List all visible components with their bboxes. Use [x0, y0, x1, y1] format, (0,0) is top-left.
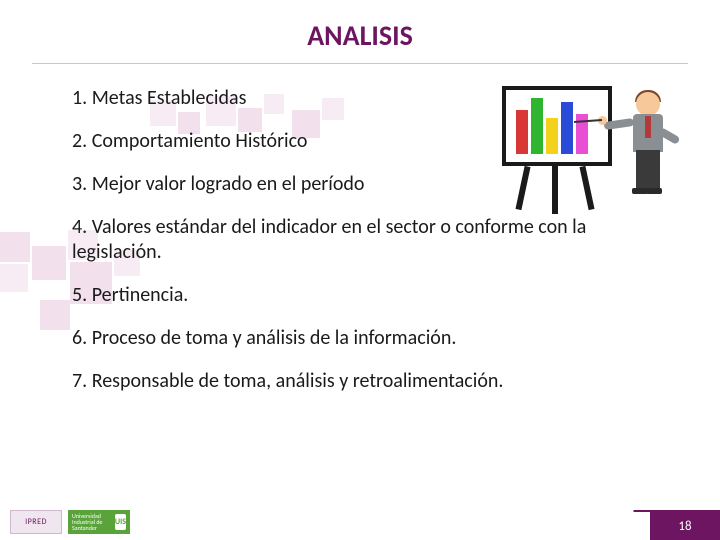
footer-logos: IPRED Universidad Industrial de Santande… [10, 510, 130, 534]
footer: IPRED Universidad Industrial de Santande… [0, 510, 720, 540]
page-title: ANALISIS [0, 0, 720, 53]
chart-bar [531, 98, 543, 154]
list-item: 6. Proceso de toma y análisis de la info… [72, 326, 648, 351]
presenter-person [622, 92, 672, 202]
list-item: 4. Valores estándar del indicador en el … [72, 215, 648, 265]
chart-bar [546, 118, 558, 154]
chart-bar [516, 110, 528, 154]
logo-ipred: IPRED [10, 510, 62, 534]
presenter-illustration [502, 86, 672, 206]
logo-uis-text: Universidad Industrial de Santander [72, 513, 112, 531]
list-item: 5. Pertinencia. [72, 283, 648, 308]
whiteboard [502, 86, 612, 166]
list-item: 7. Responsable de toma, análisis y retro… [72, 369, 648, 394]
bar-chart [516, 96, 588, 154]
logo-uis-mark: UIS [115, 514, 126, 530]
chart-bar [561, 102, 573, 154]
logo-uis: Universidad Industrial de Santander UIS [68, 510, 130, 534]
page-number: 18 [650, 512, 720, 540]
